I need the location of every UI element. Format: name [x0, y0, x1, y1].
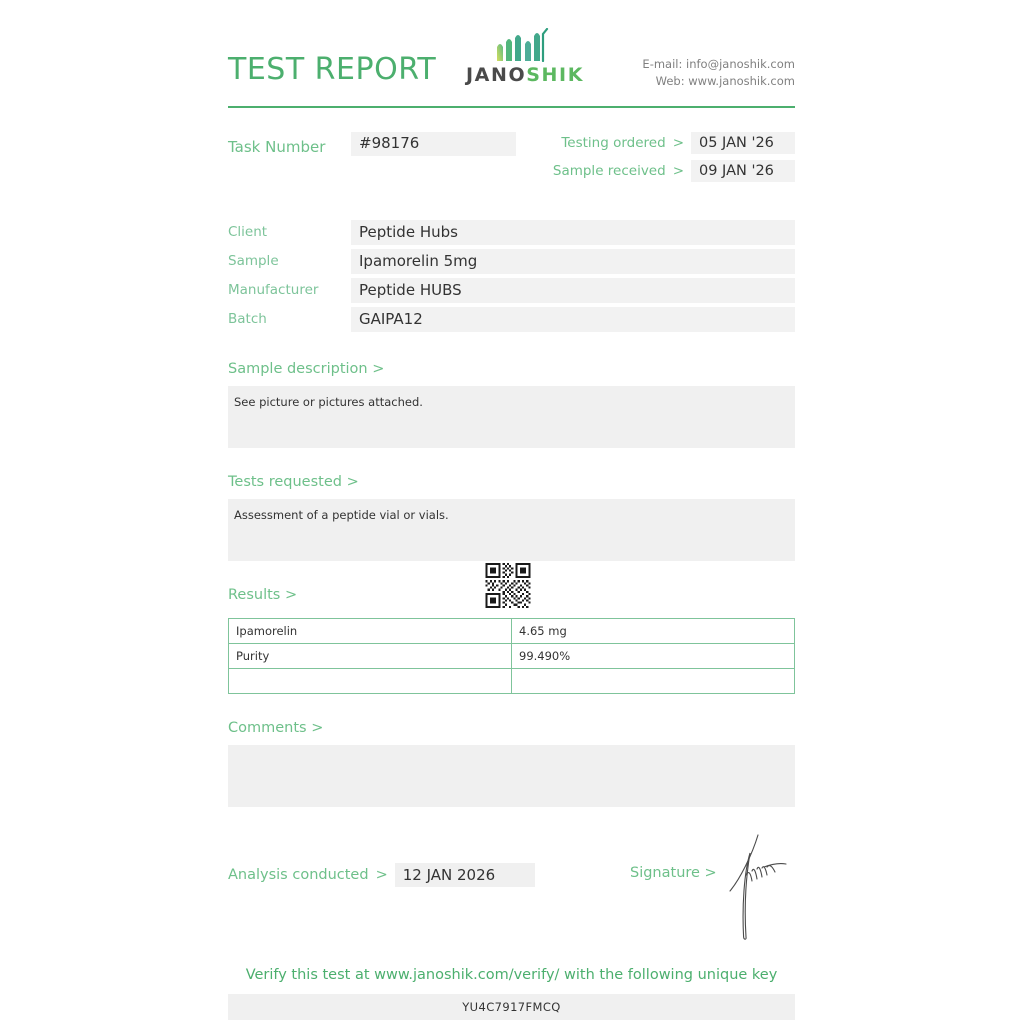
sample-info-fields: Client Peptide Hubs Sample Ipamorelin 5m…: [228, 220, 795, 335]
sample-description-section: Sample description > See picture or pict…: [228, 361, 795, 448]
analysis-conducted-label: Analysis conducted: [228, 867, 369, 883]
results-section-header: Results >: [228, 563, 795, 609]
contact-info: E-mail: info@janoshik.com Web: www.janos…: [642, 56, 795, 91]
result-name-purity: Purity: [228, 643, 512, 669]
verify-instruction: Verify this test at www.janoshik.com/ver…: [245, 967, 778, 983]
testing-ordered-row: Testing ordered > 05 JAN '26: [553, 132, 795, 154]
sample-description-heading: Sample description >: [228, 361, 385, 377]
sample-received-label: Sample received: [552, 163, 666, 179]
report-sheet: TEST REPORT: [228, 0, 795, 1020]
task-section: Task Number #98176 Testing ordered > 05 …: [228, 132, 795, 194]
field-manufacturer: Manufacturer Peptide HUBS: [228, 278, 795, 306]
table-row: [228, 668, 795, 694]
qr-code-icon: [484, 563, 532, 608]
verify-unique-key: YU4C7917FMCQ: [228, 994, 795, 1020]
results-heading: Results >: [228, 587, 298, 603]
field-batch-label: Batch: [228, 311, 267, 327]
tests-requested-section: Tests requested > Assessment of a peptid…: [228, 474, 795, 561]
verify-section: Verify this test at www.janoshik.com/ver…: [228, 967, 795, 1020]
bar-chart-ascending-icon: [466, 27, 576, 63]
field-client: Client Peptide Hubs: [228, 220, 795, 248]
field-manufacturer-label: Manufacturer: [228, 282, 319, 298]
brand-logo: JANOSHIK: [466, 27, 582, 86]
contact-email: E-mail: info@janoshik.com: [642, 57, 795, 71]
sample-received-separator: >: [672, 163, 684, 179]
sample-description-text: See picture or pictures attached.: [228, 386, 795, 448]
task-number-value: #98176: [351, 132, 516, 156]
result-value-empty: [511, 668, 795, 694]
result-value-ipamorelin: 4.65 mg: [511, 618, 795, 644]
analysis-conducted-separator: >: [375, 867, 388, 883]
page-title: TEST REPORT: [228, 52, 437, 87]
report-footer: Analysis conducted > 12 JAN 2026 Signatu…: [228, 834, 795, 941]
field-client-value: Peptide Hubs: [351, 220, 795, 245]
field-sample-value: Ipamorelin 5mg: [351, 249, 795, 274]
testing-ordered-value: 05 JAN '26: [691, 132, 795, 154]
contact-web: Web: www.janoshik.com: [655, 74, 795, 89]
result-value-purity: 99.490%: [511, 643, 795, 669]
result-name-ipamorelin: Ipamorelin: [228, 618, 512, 644]
task-number-label: Task Number: [228, 138, 326, 156]
analysis-conducted-date: 12 JAN 2026: [394, 863, 535, 887]
comments-heading: Comments >: [228, 720, 324, 736]
logo-text-jano: JANO: [466, 64, 527, 86]
header-divider: [228, 106, 795, 108]
handwritten-signature-icon: [720, 833, 800, 943]
field-client-label: Client: [228, 224, 268, 240]
table-row: Ipamorelin 4.65 mg: [228, 618, 795, 644]
field-batch-value: GAIPA12: [351, 307, 795, 332]
comments-section: Comments >: [228, 720, 795, 807]
sample-received-value: 09 JAN '26: [691, 160, 795, 182]
results-table: Ipamorelin 4.65 mg Purity 99.490%: [228, 618, 795, 694]
field-sample: Sample Ipamorelin 5mg: [228, 249, 795, 277]
signature-label: Signature >: [630, 865, 717, 881]
field-sample-label: Sample: [228, 253, 279, 269]
report-header: TEST REPORT: [228, 0, 795, 108]
logo-wordmark: JANOSHIK: [466, 64, 582, 86]
testing-ordered-label: Testing ordered: [561, 135, 666, 151]
field-batch: Batch GAIPA12: [228, 307, 795, 335]
sample-received-row: Sample received > 09 JAN '26: [553, 160, 795, 182]
date-group: Testing ordered > 05 JAN '26 Sample rece…: [553, 132, 795, 188]
result-name-empty: [228, 668, 512, 694]
comments-text: [228, 745, 795, 807]
tests-requested-text: Assessment of a peptide vial or vials.: [228, 499, 795, 561]
analysis-conducted-row: Analysis conducted > 12 JAN 2026: [228, 863, 535, 887]
table-row: Purity 99.490%: [228, 643, 795, 669]
field-manufacturer-value: Peptide HUBS: [351, 278, 795, 303]
tests-requested-heading: Tests requested >: [228, 474, 359, 490]
testing-ordered-separator: >: [672, 135, 684, 151]
logo-text-shik: SHIK: [526, 64, 585, 86]
